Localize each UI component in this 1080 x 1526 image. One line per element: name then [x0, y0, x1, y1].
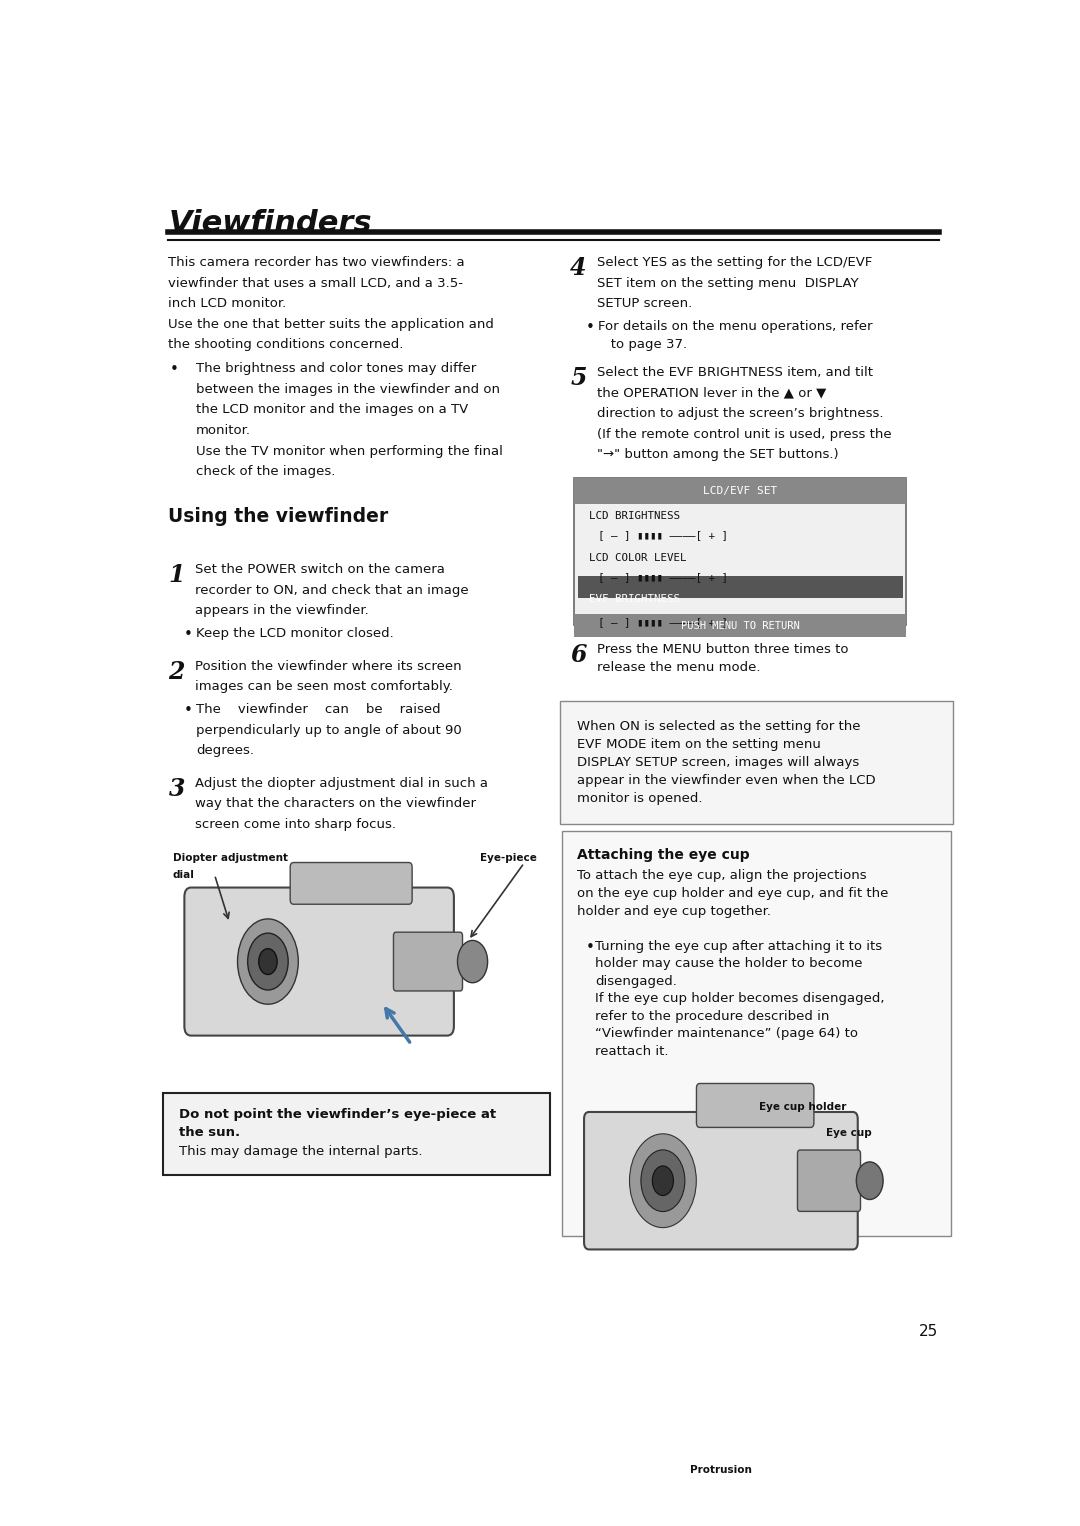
Text: Turning the eye cup after attaching it to its
holder may cause the holder to bec: Turning the eye cup after attaching it t…: [595, 940, 885, 1058]
Text: The    viewfinder    can    be    raised: The viewfinder can be raised: [197, 703, 441, 716]
Circle shape: [247, 932, 288, 990]
Text: Diopter adjustment: Diopter adjustment: [173, 853, 287, 864]
Text: When ON is selected as the setting for the
EVF MODE item on the setting menu
DIS: When ON is selected as the setting for t…: [577, 720, 876, 806]
Text: monitor.: monitor.: [197, 424, 252, 436]
Text: 4: 4: [570, 256, 586, 279]
Circle shape: [259, 949, 278, 975]
Text: degrees.: degrees.: [197, 745, 254, 757]
Circle shape: [630, 1134, 697, 1227]
Text: Set the POWER switch on the camera: Set the POWER switch on the camera: [195, 563, 445, 577]
Text: dial: dial: [173, 870, 194, 881]
Text: Eye-piece: Eye-piece: [480, 853, 537, 864]
FancyBboxPatch shape: [562, 830, 951, 1236]
Circle shape: [856, 1161, 883, 1199]
Text: LCD COLOR LEVEL: LCD COLOR LEVEL: [590, 554, 687, 563]
Text: EVF BRIGHTNESS: EVF BRIGHTNESS: [590, 594, 680, 604]
Text: The brightness and color tones may differ: The brightness and color tones may diffe…: [197, 362, 476, 375]
Text: the LCD monitor and the images on a TV: the LCD monitor and the images on a TV: [197, 403, 469, 417]
Bar: [575, 478, 906, 504]
Text: the OPERATION lever in the ▲ or ▼: the OPERATION lever in the ▲ or ▼: [597, 386, 826, 400]
Text: Attaching the eye cup: Attaching the eye cup: [577, 848, 750, 862]
Text: 3: 3: [168, 777, 185, 801]
Text: appears in the viewfinder.: appears in the viewfinder.: [195, 604, 369, 618]
FancyBboxPatch shape: [185, 888, 454, 1036]
Text: SET item on the setting menu  DISPLAY: SET item on the setting menu DISPLAY: [597, 276, 859, 290]
Text: Do not point the viewfinder’s eye-piece at
the sun.: Do not point the viewfinder’s eye-piece …: [178, 1108, 496, 1140]
Text: Use the one that better suits the application and: Use the one that better suits the applic…: [168, 317, 495, 331]
FancyBboxPatch shape: [797, 1151, 861, 1212]
Text: Viewfinders: Viewfinders: [168, 209, 372, 238]
Text: Using the viewfinder: Using the viewfinder: [168, 507, 389, 526]
Circle shape: [238, 919, 298, 1004]
Text: [ – ] ▮▮▮▮ ––––[ + ]: [ – ] ▮▮▮▮ ––––[ + ]: [598, 530, 728, 540]
Text: •: •: [184, 703, 192, 719]
Bar: [578, 575, 903, 598]
Text: 6: 6: [570, 642, 586, 667]
Text: For details on the menu operations, refer
   to page 37.: For details on the menu operations, refe…: [598, 320, 873, 351]
FancyBboxPatch shape: [697, 1083, 814, 1128]
Circle shape: [458, 940, 488, 983]
Text: This camera recorder has two viewfinders: a: This camera recorder has two viewfinders…: [168, 256, 465, 269]
Text: [ – ] ▮▮▮▮ ––––[ + ]: [ – ] ▮▮▮▮ ––––[ + ]: [598, 617, 728, 627]
FancyBboxPatch shape: [584, 1112, 858, 1250]
Text: viewfinder that uses a small LCD, and a 3.5-: viewfinder that uses a small LCD, and a …: [168, 276, 463, 290]
Text: (If the remote control unit is used, press the: (If the remote control unit is used, pre…: [597, 427, 892, 441]
Text: PUSH MENU TO RETURN: PUSH MENU TO RETURN: [680, 621, 799, 632]
Text: Select YES as the setting for the LCD/EVF: Select YES as the setting for the LCD/EV…: [597, 256, 873, 269]
Circle shape: [652, 1166, 674, 1195]
Text: way that the characters on the viewfinder: way that the characters on the viewfinde…: [195, 797, 476, 810]
Text: images can be seen most comfortably.: images can be seen most comfortably.: [195, 681, 454, 693]
Text: 25: 25: [919, 1325, 939, 1340]
Text: To attach the eye cup, align the projections
on the eye cup holder and eye cup, : To attach the eye cup, align the project…: [577, 870, 889, 919]
Text: recorder to ON, and check that an image: recorder to ON, and check that an image: [195, 584, 469, 597]
FancyBboxPatch shape: [291, 862, 413, 905]
Text: •: •: [585, 940, 594, 955]
Text: Keep the LCD monitor closed.: Keep the LCD monitor closed.: [197, 627, 394, 641]
Text: •: •: [585, 320, 594, 336]
Text: check of the images.: check of the images.: [197, 465, 336, 478]
Text: Position the viewfinder where its screen: Position the viewfinder where its screen: [195, 659, 462, 673]
Text: inch LCD monitor.: inch LCD monitor.: [168, 298, 286, 310]
Text: Use the TV monitor when performing the final: Use the TV monitor when performing the f…: [197, 444, 503, 458]
Text: Press the MENU button three times to
release the menu mode.: Press the MENU button three times to rel…: [597, 642, 849, 673]
Text: LCD BRIGHTNESS: LCD BRIGHTNESS: [590, 511, 680, 520]
Text: between the images in the viewfinder and on: between the images in the viewfinder and…: [197, 383, 500, 395]
Text: "→" button among the SET buttons.): "→" button among the SET buttons.): [597, 449, 839, 461]
Circle shape: [640, 1151, 685, 1212]
Text: SETUP screen.: SETUP screen.: [597, 298, 692, 310]
Text: [ – ] ▮▮▮▮ ––––[ + ]: [ – ] ▮▮▮▮ ––––[ + ]: [598, 572, 728, 581]
Text: the shooting conditions concerned.: the shooting conditions concerned.: [168, 339, 404, 351]
Text: screen come into sharp focus.: screen come into sharp focus.: [195, 818, 396, 830]
Bar: [575, 615, 906, 636]
Text: LCD/EVF SET: LCD/EVF SET: [703, 485, 778, 496]
Text: direction to adjust the screen’s brightness.: direction to adjust the screen’s brightn…: [597, 407, 883, 420]
Text: •: •: [171, 362, 179, 377]
Text: Eye cup holder: Eye cup holder: [758, 1102, 846, 1112]
Text: 1: 1: [168, 563, 185, 588]
Text: Eye cup: Eye cup: [826, 1128, 873, 1138]
Text: perpendicularly up to angle of about 90: perpendicularly up to angle of about 90: [197, 723, 462, 737]
Text: This may damage the internal parts.: This may damage the internal parts.: [178, 1144, 422, 1158]
Text: Protrusion: Protrusion: [690, 1465, 752, 1476]
FancyBboxPatch shape: [561, 702, 953, 824]
Text: Adjust the diopter adjustment dial in such a: Adjust the diopter adjustment dial in su…: [195, 777, 488, 789]
FancyBboxPatch shape: [575, 478, 906, 626]
Text: Select the EVF BRIGHTNESS item, and tilt: Select the EVF BRIGHTNESS item, and tilt: [597, 366, 873, 378]
Text: 2: 2: [168, 659, 185, 684]
FancyBboxPatch shape: [393, 932, 462, 990]
Text: •: •: [184, 627, 192, 642]
Text: 5: 5: [570, 366, 586, 389]
FancyBboxPatch shape: [163, 1093, 550, 1175]
